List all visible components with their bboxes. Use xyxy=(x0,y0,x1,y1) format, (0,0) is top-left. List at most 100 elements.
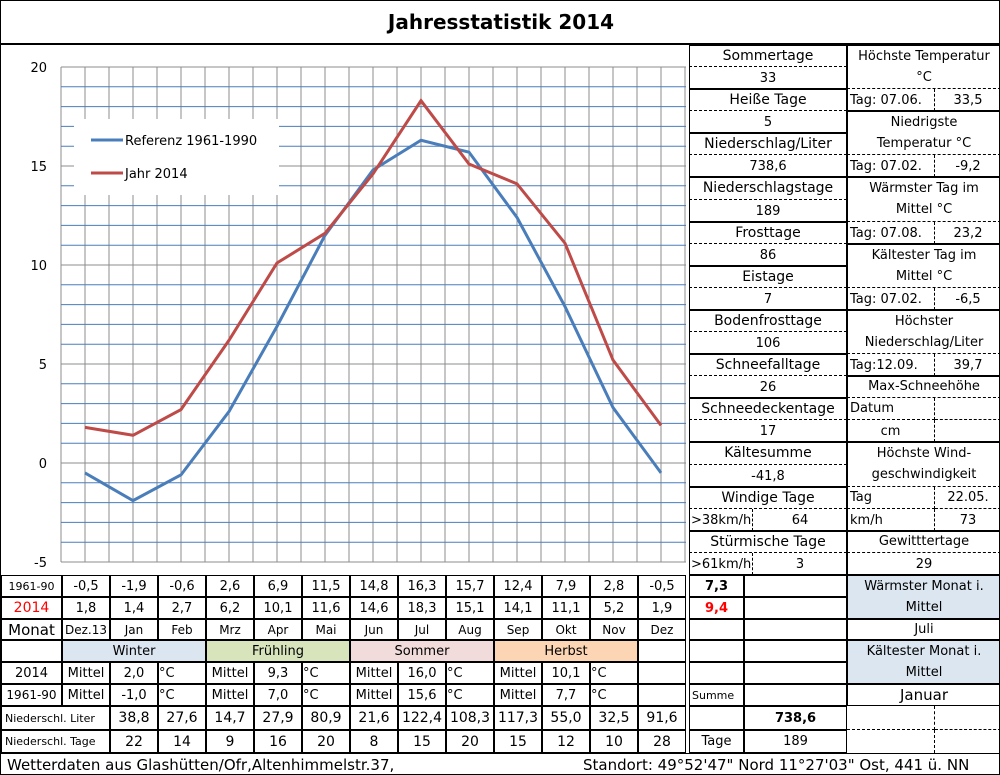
mittel-label: Mittel xyxy=(206,662,254,684)
season-mean-reference: 7,0 xyxy=(254,684,302,706)
cell xyxy=(744,684,847,706)
row-label-precipitation: Niederschl. Liter xyxy=(1,706,110,730)
precipitation-value: 32,5 xyxy=(590,706,638,730)
value-2014: 11,1 xyxy=(542,597,590,619)
precipitation-days-value: 8 xyxy=(350,730,398,753)
y-tick-label: 5 xyxy=(39,358,47,373)
stat-value: 3 xyxy=(795,556,805,572)
warmest-month-label: Wärmster Monat i. Mittel xyxy=(847,575,999,619)
record-value: 23,2 xyxy=(953,225,983,241)
precipitation-days-value: 15 xyxy=(494,730,542,753)
cell xyxy=(744,575,847,597)
snow-cm-label: cm xyxy=(847,420,935,442)
y-tick-label: 0 xyxy=(39,457,47,472)
stat-threshold: >38km/h xyxy=(689,509,753,531)
annual-mean-2014: 9,4 xyxy=(704,600,729,616)
month-label: Nov xyxy=(590,619,638,640)
empty-cell xyxy=(935,730,999,753)
value-2014: 10,1 xyxy=(254,597,302,619)
coldest-month: Januar xyxy=(847,684,999,706)
snow-cm-value xyxy=(935,420,999,442)
stat-label: Windige Tage xyxy=(689,487,847,509)
days-total: 189 xyxy=(783,734,808,749)
cell xyxy=(689,684,744,706)
row-label-season-reference: 1961-90 xyxy=(1,684,62,706)
precipitation-value: 38,8 xyxy=(110,706,158,730)
value-2014: 5,2 xyxy=(590,597,638,619)
cell xyxy=(744,730,847,753)
y-tick-label: 20 xyxy=(30,61,47,76)
record-day: Tag:12.09. xyxy=(847,354,935,376)
stat-label: Eistage xyxy=(689,266,847,288)
record-day: Tag: 07.02. xyxy=(847,288,935,310)
precipitation-value: 55,0 xyxy=(542,706,590,730)
cell xyxy=(689,597,744,619)
reference-annual-mean: 7,3 xyxy=(704,578,729,594)
mittel-label: Mittel xyxy=(494,662,542,684)
legend-label: Referenz 1961-1990 xyxy=(125,134,257,149)
stat-label: Stürmische Tage xyxy=(689,531,847,553)
wind-value: 73 xyxy=(959,512,977,528)
stat-label: Kältesumme xyxy=(689,442,847,465)
page-title: Jahresstatistik 2014 xyxy=(1,1,999,45)
mittel-label: Mittel xyxy=(350,662,398,684)
value-2014: 15,1 xyxy=(446,597,494,619)
stat-value: 738,6 xyxy=(749,158,787,174)
precipitation-value: 27,6 xyxy=(158,706,206,730)
season-mean-2014: 10,1 xyxy=(542,662,590,684)
season-header-3: Herbst xyxy=(494,640,638,662)
ref-value: -0,6 xyxy=(158,575,206,597)
stat-value: 5 xyxy=(763,114,773,130)
days-total-label: Tage xyxy=(701,734,732,749)
stat-box xyxy=(689,354,847,398)
thunder-box xyxy=(847,531,999,575)
value-2014: 14,1 xyxy=(494,597,542,619)
ref-value: 12,4 xyxy=(494,575,542,597)
month-label: Jun xyxy=(350,619,398,640)
precipitation-days-value: 12 xyxy=(542,730,590,753)
stat-box xyxy=(689,45,847,89)
value-2014: 2,7 xyxy=(158,597,206,619)
value-2014: 14,6 xyxy=(350,597,398,619)
stat-box xyxy=(689,222,847,266)
record-label: Wärmster Tag im Mittel °C xyxy=(847,177,999,222)
record-label: Niedrigste Temperatur °C xyxy=(847,111,999,155)
unit-label: °C xyxy=(590,684,638,706)
temperature-chart: 20 15 10 5 0 -5 Referenz 1961-1990 Jahr 2014 xyxy=(30,61,686,571)
value-2014: 1,4 xyxy=(110,597,158,619)
ref-value: -0,5 xyxy=(62,575,110,597)
row-label-reference: 1961-90 xyxy=(1,575,62,597)
snow-box xyxy=(847,376,999,442)
precipitation-value: 21,6 xyxy=(350,706,398,730)
season-mean-reference: 15,6 xyxy=(398,684,446,706)
mittel-label: Mittel xyxy=(350,684,398,706)
cell xyxy=(689,662,744,684)
stat-value: 106 xyxy=(755,335,781,351)
precipitation-days-value: 28 xyxy=(638,730,686,753)
unit-label: °C xyxy=(446,662,494,684)
precipitation-value: 117,3 xyxy=(494,706,542,730)
record-box xyxy=(847,244,999,310)
month-label: Apr xyxy=(254,619,302,640)
season-header-2: Sommer xyxy=(350,640,494,662)
cell xyxy=(689,640,744,662)
unit-label: °C xyxy=(302,684,350,706)
month-label: Dez.13 xyxy=(62,619,110,640)
precipitation-days-value: 9 xyxy=(206,730,254,753)
month-label: Sep xyxy=(494,619,542,640)
month-label: Mrz xyxy=(206,619,254,640)
value-2014: 18,3 xyxy=(398,597,446,619)
stat-box xyxy=(689,398,847,442)
stat-box xyxy=(689,487,847,531)
record-value: -9,2 xyxy=(955,158,981,174)
precipitation-days-value: 16 xyxy=(254,730,302,753)
record-day: Tag: 07.08. xyxy=(847,222,935,244)
stat-box xyxy=(689,266,847,310)
precipitation-value: 80,9 xyxy=(302,706,350,730)
stat-value: 64 xyxy=(791,512,809,528)
month-label: Mai xyxy=(302,619,350,640)
cell xyxy=(689,730,744,753)
legend-box xyxy=(74,119,279,195)
precipitation-value: 108,3 xyxy=(446,706,494,730)
snow-date-label: Datum xyxy=(847,398,935,420)
